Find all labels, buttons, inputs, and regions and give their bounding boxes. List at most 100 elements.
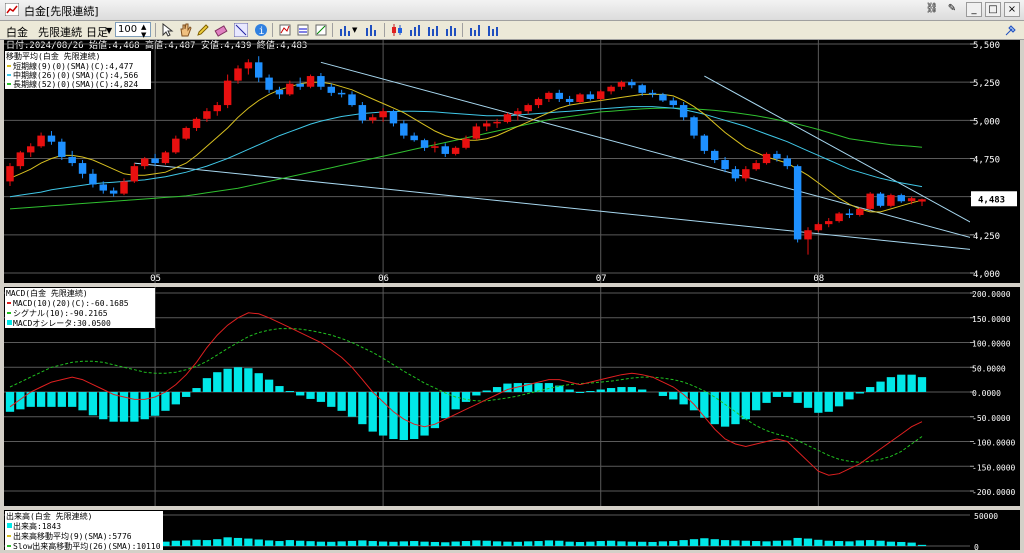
candle-body	[534, 98, 543, 106]
maximize-button[interactable]: □	[985, 2, 1001, 17]
oscillator-bar	[213, 372, 222, 392]
oscillator-bar	[731, 392, 740, 425]
chart-type-icon-5[interactable]	[468, 23, 482, 37]
candle-body	[638, 85, 646, 93]
candle-body	[275, 89, 284, 95]
volume-bar	[472, 540, 481, 546]
oscillator-bar	[555, 385, 564, 392]
macd-chart[interactable]: MACD(白金 先限連続) MACD(10)(20)(C):-60.1685 シ…	[4, 287, 970, 506]
settings-icon[interactable]	[1004, 23, 1018, 37]
cursor-icon[interactable]	[160, 23, 174, 37]
volume-bar	[264, 540, 274, 546]
oscillator-bar	[16, 392, 25, 410]
oscillator-bar	[420, 392, 429, 436]
volume-chart-panel[interactable]: 出来高(白金 先限連続) 出来高:1843 出来高移動平均(9)(SMA):57…	[4, 510, 970, 551]
macd-chart-panel[interactable]: MACD(白金 先限連続) MACD(10)(20)(C):-60.1685 シ…	[4, 287, 970, 506]
candlestick-icon[interactable]	[390, 23, 404, 37]
count-input[interactable]: 100	[115, 22, 151, 37]
oscillator-bar	[26, 392, 35, 407]
volume-bar	[907, 542, 916, 546]
oscillator-bar	[68, 392, 77, 407]
oscillator-bar	[378, 392, 388, 436]
candle-body	[690, 117, 698, 136]
minimize-button[interactable]: _	[966, 2, 982, 17]
commodity-label[interactable]: 白金	[6, 26, 28, 39]
pin-icon[interactable]: ✎	[947, 3, 957, 14]
oscillator-bar	[171, 392, 180, 405]
chart-type-icon-2[interactable]	[408, 23, 422, 37]
hand-icon[interactable]	[178, 23, 192, 37]
candle-body	[389, 111, 398, 124]
candle-body	[617, 82, 626, 87]
candle-body	[379, 111, 387, 118]
oscillator-bar	[36, 392, 46, 407]
price-chart-panel[interactable]: 日付:2024/08/26 始値:4,468 高値:4,487 安値:4,439…	[4, 39, 973, 284]
indicator-icon-3[interactable]	[314, 23, 328, 37]
candle-body	[37, 135, 45, 147]
count-spinner-icon[interactable]: ▲ ▼	[141, 23, 147, 39]
period-selector[interactable]: 日足	[86, 26, 108, 39]
volume-bar	[492, 541, 502, 546]
indicator-icon-2[interactable]	[296, 23, 310, 37]
oscillator-bar	[565, 389, 574, 392]
volume-bar	[223, 537, 232, 546]
macd-axis-label: 200.0000	[972, 290, 1011, 299]
oscillator-bar	[793, 392, 802, 403]
macd-legend-title: MACD(白金 先限連続)	[6, 288, 88, 298]
pencil-icon[interactable]	[196, 23, 210, 37]
macd-axis-label: 150.0000	[972, 315, 1011, 324]
candle-body	[524, 105, 532, 112]
period-dropdown-icon[interactable]: ▼	[106, 26, 113, 35]
volume-bar	[814, 539, 823, 546]
candle-body	[752, 163, 760, 170]
contract-label[interactable]: 先限連続	[38, 26, 82, 39]
oscillator-bar	[99, 392, 108, 420]
indicator-icon-1[interactable]	[278, 23, 292, 37]
x-tick-label: 06	[378, 274, 389, 283]
oscillator-bar	[886, 377, 896, 392]
eraser-icon[interactable]	[214, 23, 228, 37]
candle-body	[203, 111, 211, 119]
candle-body	[451, 147, 460, 154]
close-button[interactable]: ×	[1004, 2, 1020, 17]
info-icon[interactable]: i	[254, 23, 268, 37]
volume-axis: 50000 0	[970, 510, 1020, 552]
macd-axis: 200.0000 150.0000 100.0000 50.0000 0.0000 -50…	[970, 287, 1020, 506]
candle-body	[431, 146, 439, 148]
oscillator-bar	[327, 392, 336, 407]
chart-type-icon-6[interactable]	[486, 23, 500, 37]
bar-chart-dropdown-icon[interactable]: ▼	[352, 26, 358, 34]
candle-body	[659, 94, 667, 101]
volume-bar	[886, 541, 896, 546]
candle-body	[6, 166, 14, 182]
candle-body	[824, 221, 833, 225]
oscillator-bar	[524, 383, 533, 392]
chart-type-icon-3[interactable]	[426, 23, 440, 37]
volume-bar	[171, 540, 180, 546]
bar-chart-icon-2[interactable]	[364, 23, 378, 37]
candle-body	[109, 190, 118, 194]
chart-type-icon-4[interactable]	[444, 23, 458, 37]
volume-bar	[741, 540, 750, 546]
volume-bar	[482, 540, 491, 546]
oscillator-bar	[596, 389, 605, 392]
ohlc-info: 日付:2024/08/26 始値:4,468 高値:4,487 安値:4,439…	[6, 40, 307, 51]
oscillator-bar	[337, 392, 346, 411]
candle-body	[866, 193, 874, 209]
oscillator-bar	[492, 387, 502, 392]
price-chart[interactable]: 日付:2024/08/26 始値:4,468 高値:4,487 安値:4,439…	[4, 39, 973, 284]
count-value: 100	[118, 24, 138, 35]
candle-body	[462, 138, 470, 148]
oscillator-bar	[772, 392, 782, 397]
macd-axis-label: -100.0000	[972, 439, 1016, 448]
oscillator-bar	[202, 378, 212, 392]
oscillator-bar	[109, 392, 118, 422]
oscillator-bar	[845, 392, 854, 400]
oscillator-bar	[150, 392, 160, 416]
oscillator-bar	[866, 387, 875, 392]
bar-chart-icon[interactable]	[338, 23, 352, 37]
link-icon[interactable]: ⛓	[925, 3, 939, 14]
window-title: 白金[先限連続]	[24, 5, 99, 18]
trendline-tool-icon[interactable]	[234, 23, 248, 37]
volume-chart[interactable]: 出来高(白金 先限連続) 出来高:1843 出来高移動平均(9)(SMA):57…	[4, 510, 970, 551]
